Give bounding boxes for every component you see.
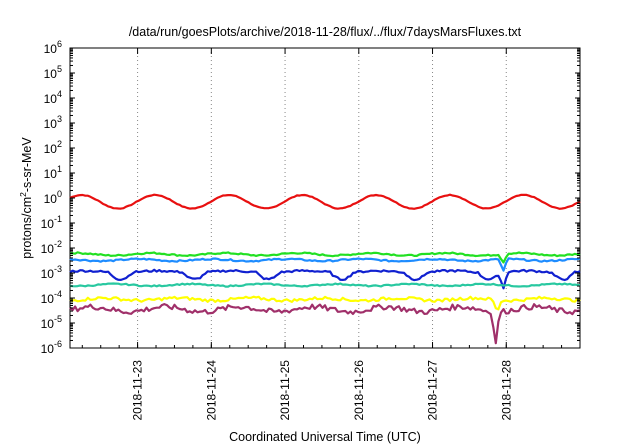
y-tick-label: 10-1 — [41, 214, 62, 231]
y-tick-label: 105 — [44, 64, 62, 81]
x-tick-label: 2018-11-25 — [278, 360, 292, 421]
y-tick-label: 103 — [44, 114, 62, 131]
y-tick-label: 10-4 — [41, 289, 62, 306]
plot-frame — [69, 47, 581, 349]
y-tick-label: 10-2 — [41, 239, 62, 256]
series-line-1 — [69, 193, 581, 210]
y-tick-label: 106 — [44, 39, 62, 56]
series-line-6 — [69, 295, 581, 311]
series-lines — [69, 193, 581, 345]
x-tick-label: 2018-11-27 — [426, 360, 440, 421]
y-tick-label: 102 — [44, 139, 62, 156]
grid — [137, 48, 507, 348]
series-line-3 — [69, 257, 581, 272]
series-line-2 — [69, 251, 581, 264]
x-tick-label: 2018-11-24 — [204, 360, 218, 421]
x-axis-label: Coordinated Universal Time (UTC) — [229, 430, 421, 444]
y-axis-label: protons/cm2-s-sr-MeV — [18, 137, 34, 259]
y-tick-label: 10-6 — [41, 339, 62, 356]
series-line-7 — [69, 303, 581, 345]
y-axis: 106 105 104 103 102 101 100 10-1 10-2 10-3 10-4 10-… — [41, 39, 580, 356]
series-line-5 — [69, 282, 581, 288]
x-tick-label: 2018-11-23 — [131, 360, 145, 421]
x-axis: 2018-11-23 2018-11-24 2018-11-25 2018-11-26… — [81, 48, 581, 421]
y-tick-label: 10-5 — [41, 314, 62, 331]
x-tick-label: 2018-11-26 — [352, 360, 366, 421]
y-tick-label: 104 — [44, 89, 62, 106]
plot-area: 106 105 104 103 102 101 100 10-1 10-2 10-3 10-4 10-… — [41, 39, 581, 421]
x-tick-label: 2018-11-28 — [499, 360, 513, 421]
y-tick-label: 100 — [44, 189, 62, 206]
y-tick-label: 101 — [44, 164, 62, 181]
chart-title: /data/run/goesPlots/archive/2018-11-28/f… — [129, 25, 522, 39]
y-tick-label: 10-3 — [41, 264, 62, 281]
series-line-4 — [69, 268, 581, 290]
